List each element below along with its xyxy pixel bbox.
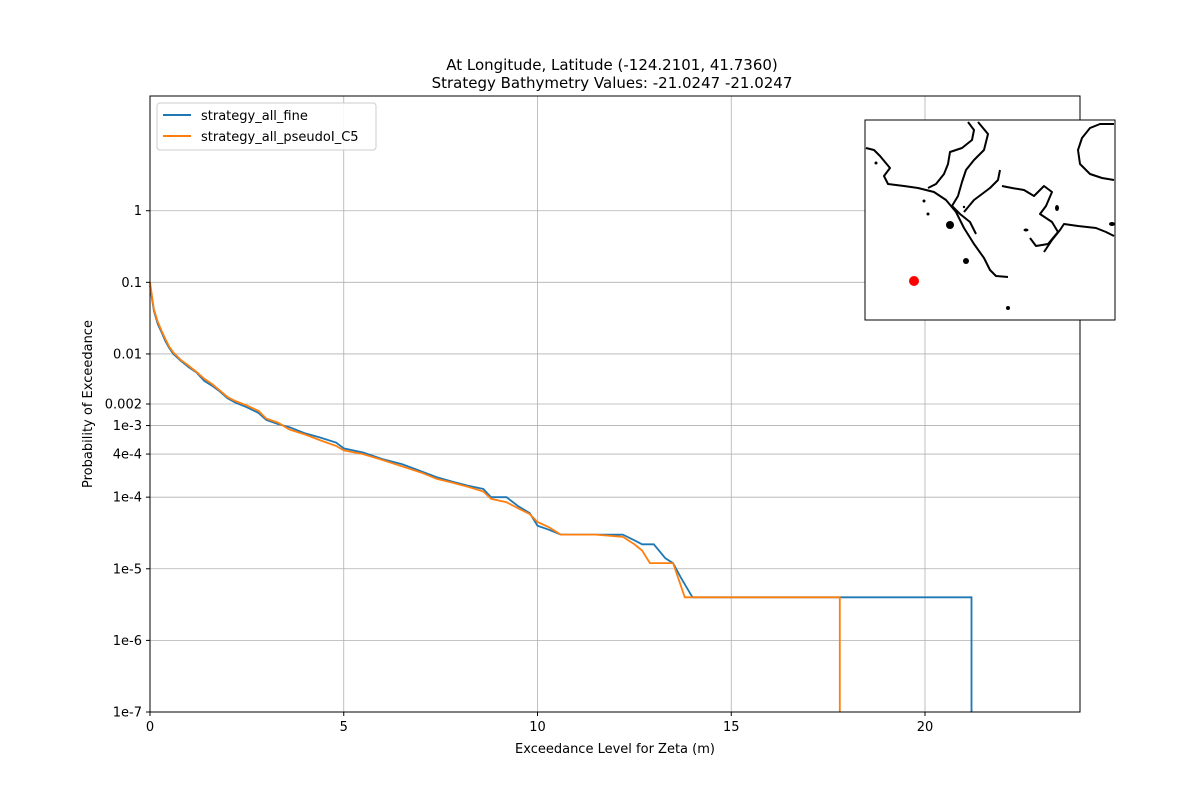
y-tick-label: 1e-5 <box>113 562 142 577</box>
legend-label-pseudo: strategy_all_pseudoI_C5 <box>201 130 359 145</box>
y-axis-label: Probability of Exceedance <box>81 320 96 488</box>
series-line-1 <box>149 282 841 712</box>
y-tick-label: 1e-4 <box>113 491 142 506</box>
islet <box>946 221 954 229</box>
coastline-harbor <box>1001 185 1059 247</box>
y-tick-label: 1e-7 <box>113 706 142 721</box>
y-tick-label: 1e-3 <box>113 419 142 434</box>
inset-map-frame <box>864 119 1116 321</box>
coastline-river-north <box>927 121 975 189</box>
coastline-main <box>865 147 1009 278</box>
coastline-south <box>1043 223 1115 253</box>
x-tick-label: 5 <box>340 720 348 735</box>
x-axis-label: Exceedance Level for Zeta (m) <box>515 742 715 757</box>
chart-title-line-2: Strategy Bathymetry Values: -21.0247 -21… <box>432 74 793 92</box>
x-tick-label: 0 <box>146 720 154 735</box>
islet <box>926 212 930 216</box>
y-tick-label: 4e-4 <box>113 448 142 463</box>
coastline <box>865 121 1115 278</box>
coastline-island <box>1077 123 1115 181</box>
islet <box>962 205 966 209</box>
islet <box>874 161 878 165</box>
islet <box>1055 205 1059 211</box>
islet <box>963 258 969 264</box>
location-marker <box>909 276 919 286</box>
y-axis-ticks: 1 0.1 0.01 0.002 1e-3 4e-4 1e-4 1e-5 1e-6 1e-7 <box>105 204 150 721</box>
x-tick-label: 20 <box>917 720 934 735</box>
x-axis-ticks: 0 5 10 15 20 <box>146 712 933 735</box>
legend-box <box>156 102 377 151</box>
y-tick-label: 0.1 <box>121 276 142 291</box>
legend: strategy_all_fine strategy_all_pseudoI_C… <box>156 102 377 151</box>
islet <box>922 199 926 203</box>
islets <box>874 161 1115 310</box>
y-tick-label: 1 <box>134 204 142 219</box>
islet <box>1109 222 1115 226</box>
y-tick-label: 0.002 <box>105 398 142 413</box>
x-tick-label: 15 <box>723 720 740 735</box>
y-tick-label: 1e-6 <box>113 634 142 649</box>
y-tick-label: 0.01 <box>113 347 142 362</box>
x-tick-label: 10 <box>529 720 546 735</box>
chart-title-line-1: At Longitude, Latitude (-124.2101, 41.73… <box>446 56 778 74</box>
legend-label-fine: strategy_all_fine <box>201 109 308 124</box>
series-group <box>149 282 973 712</box>
islet <box>1006 306 1010 310</box>
coastline-channel <box>951 121 989 235</box>
inset-map <box>864 119 1116 321</box>
coastline-branch <box>963 169 1001 213</box>
islet <box>1023 228 1029 232</box>
series-line-0 <box>149 285 973 712</box>
